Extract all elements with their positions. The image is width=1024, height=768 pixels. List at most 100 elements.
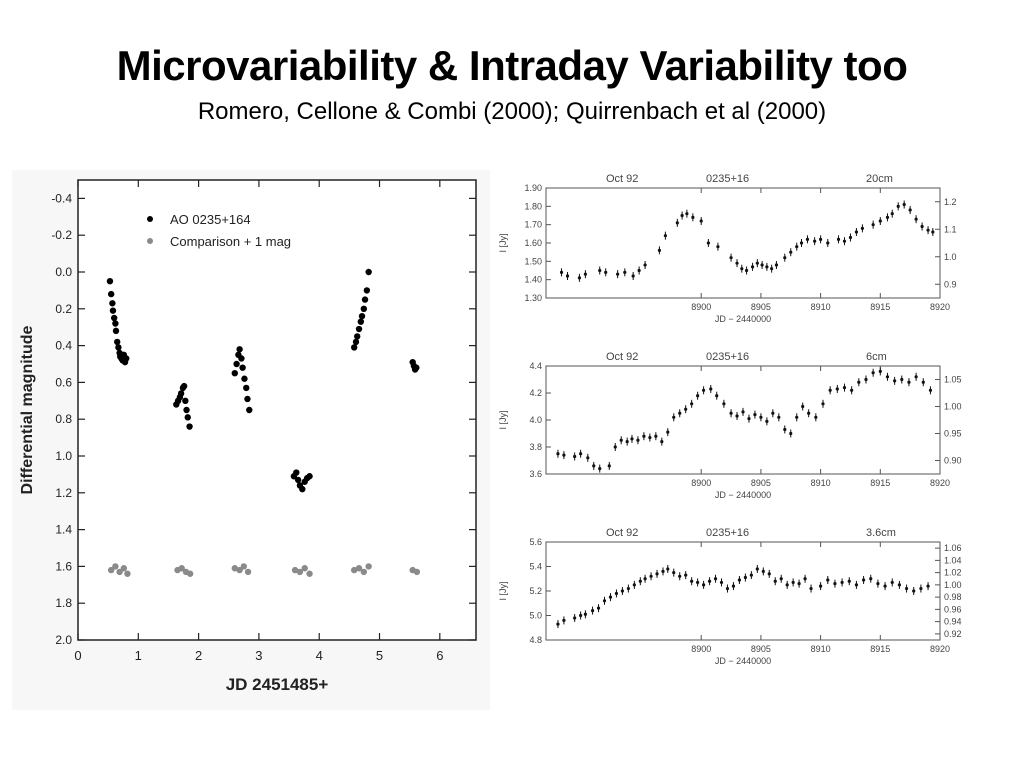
- flux-point: [725, 586, 730, 591]
- comparison-point: [350, 566, 358, 574]
- flux-point: [861, 578, 866, 582]
- flux-point: [643, 577, 647, 581]
- flux-point: [759, 415, 763, 419]
- flux-point: [883, 584, 887, 588]
- ao-0235-point: [355, 325, 363, 333]
- ao-0235-point: [244, 395, 251, 403]
- x-tick-label: 4: [316, 648, 323, 663]
- flux-point: [773, 579, 777, 583]
- x-axis-label: JD 2451485+: [226, 675, 329, 694]
- ao-0235-point: [246, 406, 253, 414]
- flux-point: [749, 573, 753, 577]
- panel-frame: [545, 187, 941, 299]
- flux-point: [920, 224, 924, 229]
- comparison-point: [365, 563, 372, 570]
- flux-point: [672, 415, 676, 419]
- flux-point: [678, 574, 682, 578]
- comparison-point: [355, 565, 363, 572]
- y-tick-label: 1.8: [55, 596, 72, 610]
- flux-point: [661, 569, 665, 573]
- flux-point: [604, 270, 608, 274]
- flux-point: [590, 609, 595, 613]
- x-tick-label: 8910: [811, 478, 831, 488]
- flux-point: [871, 371, 875, 375]
- flux-point: [702, 388, 706, 392]
- y-tick-label-right: 1.1: [944, 224, 957, 234]
- flux-point: [632, 583, 636, 587]
- comparison-point: [186, 570, 194, 577]
- ao-0235-point: [357, 318, 365, 325]
- flux-point: [908, 208, 912, 212]
- y-tick-label: 1.70: [524, 220, 542, 230]
- flux-point: [729, 256, 733, 260]
- flux-point: [860, 226, 864, 230]
- flux-point: [885, 215, 890, 219]
- flux-point: [719, 580, 724, 585]
- y-tick-label-right: 0.98: [944, 592, 962, 602]
- ao-0235-point: [123, 355, 130, 362]
- flux-point: [716, 245, 720, 249]
- y-tick-label: 0.6: [55, 375, 72, 389]
- flux-point: [642, 434, 646, 438]
- flux-point: [579, 452, 583, 456]
- flux-point: [636, 438, 640, 442]
- flux-point: [890, 212, 894, 216]
- flux-point: [586, 456, 590, 460]
- x-axis-label: JD − 2440000: [715, 314, 771, 324]
- flux-chart-6cm: Oct 92 0235+16 6cm 8900 8905 8910 8915 8920 JD −…: [492, 344, 988, 502]
- flux-point: [878, 219, 882, 223]
- flux-point: [921, 380, 925, 384]
- legend-label-ao: AO 0235+164: [170, 212, 251, 227]
- x-tick-label: 8910: [811, 644, 831, 654]
- flux-point: [783, 427, 787, 432]
- flux-point: [876, 582, 880, 586]
- flux-point: [741, 410, 745, 414]
- x-tick-label: 6: [436, 648, 443, 663]
- flux-point: [735, 261, 739, 265]
- y-axis-label: Differential magnitude: [19, 325, 36, 494]
- panel-title-wavelength: 6cm: [866, 351, 887, 363]
- x-tick-label: 8905: [751, 644, 771, 654]
- flux-point: [914, 217, 918, 221]
- y-tick-label-right: 1.0: [944, 252, 957, 262]
- y-tick-label-right: 1.00: [944, 402, 962, 412]
- flux-point: [630, 437, 634, 441]
- panel-title-source: 0235+16: [706, 173, 749, 185]
- flux-point: [556, 452, 560, 456]
- flux-point: [614, 591, 619, 596]
- y-tick-label-right: 0.90: [944, 456, 962, 466]
- y-tick-label-right: 1.05: [944, 375, 962, 385]
- flux-point: [562, 618, 566, 622]
- legend-label-comparison: Comparison + 1 mag: [170, 234, 291, 249]
- panel-title-date: Oct 92: [606, 173, 638, 185]
- flux-point: [814, 415, 818, 419]
- x-tick-label: 3: [255, 648, 262, 663]
- ao-0235-point: [363, 287, 371, 294]
- flux-point: [797, 582, 801, 586]
- flux-point: [684, 407, 688, 411]
- flux-point: [631, 274, 635, 278]
- flux-point: [900, 377, 904, 382]
- y-tick-label: 1.2: [55, 486, 72, 500]
- flux-point: [805, 237, 810, 241]
- x-tick-label: 8905: [751, 302, 771, 312]
- flux-point: [819, 584, 823, 588]
- flux-point: [761, 569, 765, 573]
- flux-point: [907, 380, 911, 384]
- flux-point: [619, 438, 623, 442]
- flux-point: [638, 579, 642, 583]
- flux-point: [583, 272, 587, 276]
- flux-point: [770, 267, 774, 271]
- comparison-point: [240, 563, 248, 570]
- legend-marker-ao: [147, 216, 153, 222]
- flux-point: [801, 404, 805, 409]
- comparison-point: [360, 568, 368, 576]
- x-tick-label: 8900: [691, 478, 711, 488]
- ao-0235-point: [365, 268, 372, 276]
- slide-subtitle: Romero, Cellone & Combi (2000); Quirrenb…: [197, 98, 827, 125]
- x-tick-label: 8920: [930, 644, 950, 654]
- y-tick-label-right: 0.94: [944, 617, 962, 627]
- flux-point: [691, 215, 695, 219]
- flux-point: [926, 584, 930, 588]
- y-tick-label-right: 1.04: [944, 555, 962, 565]
